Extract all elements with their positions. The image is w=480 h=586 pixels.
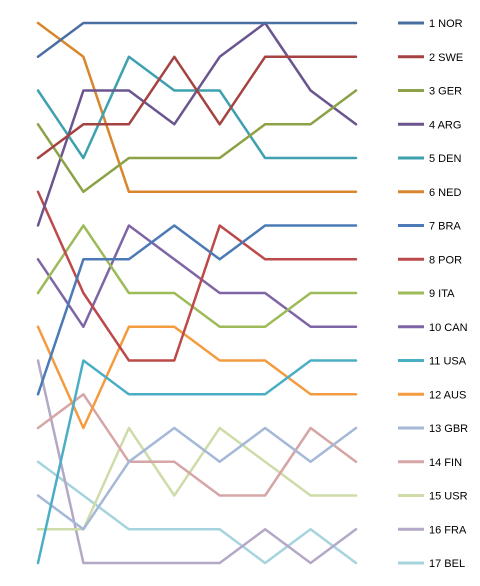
legend-label: 9 ITA bbox=[429, 288, 455, 300]
series-line-1-nor bbox=[36, 21, 358, 59]
series-line-3-ger bbox=[36, 89, 358, 194]
legend: 1 NOR 2 SWE 3 GER 4 ARG 5 DEN 6 NED 7 BRA 8 POR… bbox=[398, 18, 468, 570]
legend-entry-8-por: 8 POR bbox=[398, 254, 462, 266]
legend-entry-14-fin: 14 FIN bbox=[398, 457, 462, 469]
legend-label: 6 NED bbox=[429, 187, 461, 199]
legend-label: 10 CAN bbox=[429, 322, 468, 334]
series-line-10-can bbox=[36, 224, 358, 329]
legend-entry-10-can: 10 CAN bbox=[398, 322, 468, 334]
series-line-8-por bbox=[36, 190, 358, 362]
legend-label: 5 DEN bbox=[429, 153, 461, 165]
series-line-16-fra bbox=[36, 359, 358, 565]
series-line-15-usr bbox=[36, 426, 358, 531]
legend-label: 12 AUS bbox=[429, 389, 466, 401]
legend-entry-12-aus: 12 AUS bbox=[398, 389, 466, 401]
legend-entry-1-nor: 1 NOR bbox=[398, 18, 463, 30]
legend-label: 13 GBR bbox=[429, 423, 468, 435]
legend-label: 16 FRA bbox=[429, 524, 467, 536]
legend-label: 3 GER bbox=[429, 86, 462, 98]
legend-entry-7-bra: 7 BRA bbox=[398, 221, 461, 233]
series-line-6-ned bbox=[36, 21, 358, 194]
legend-label: 15 USR bbox=[429, 491, 468, 503]
legend-entry-5-den: 5 DEN bbox=[398, 153, 461, 165]
legend-label: 11 USA bbox=[429, 356, 467, 368]
legend-entry-16-fra: 16 FRA bbox=[398, 524, 467, 536]
legend-entry-9-ita: 9 ITA bbox=[398, 288, 455, 300]
series-line-2-swe bbox=[36, 55, 358, 160]
legend-entry-13-gbr: 13 GBR bbox=[398, 423, 468, 435]
series-line-14-fin bbox=[36, 393, 358, 497]
legend-label: 4 ARG bbox=[429, 119, 461, 131]
legend-entry-15-usr: 15 USR bbox=[398, 491, 468, 503]
legend-label: 1 NOR bbox=[429, 18, 463, 30]
series-line-17-bel bbox=[36, 460, 358, 565]
legend-label: 2 SWE bbox=[429, 52, 463, 64]
legend-entry-11-usa: 11 USA bbox=[398, 356, 467, 368]
series-line-13-gbr bbox=[36, 426, 358, 531]
legend-label: 17 BEL bbox=[429, 558, 465, 570]
series-line-7-bra bbox=[36, 224, 358, 396]
legend-label: 8 POR bbox=[429, 254, 462, 266]
legend-entry-6-ned: 6 NED bbox=[398, 187, 461, 199]
legend-entry-17-bel: 17 BEL bbox=[398, 558, 465, 570]
series-line-12-aus bbox=[36, 325, 358, 430]
series-line-5-den bbox=[36, 55, 358, 160]
legend-entry-3-ger: 3 GER bbox=[398, 86, 462, 98]
series-line-9-ita bbox=[36, 224, 358, 329]
legend-label: 7 BRA bbox=[429, 221, 461, 233]
series-line-11-usa bbox=[36, 359, 358, 565]
legend-entry-4-arg: 4 ARG bbox=[398, 119, 461, 131]
legend-entry-2-swe: 2 SWE bbox=[398, 52, 463, 64]
legend-label: 14 FIN bbox=[429, 457, 462, 469]
series-lines bbox=[36, 21, 358, 565]
